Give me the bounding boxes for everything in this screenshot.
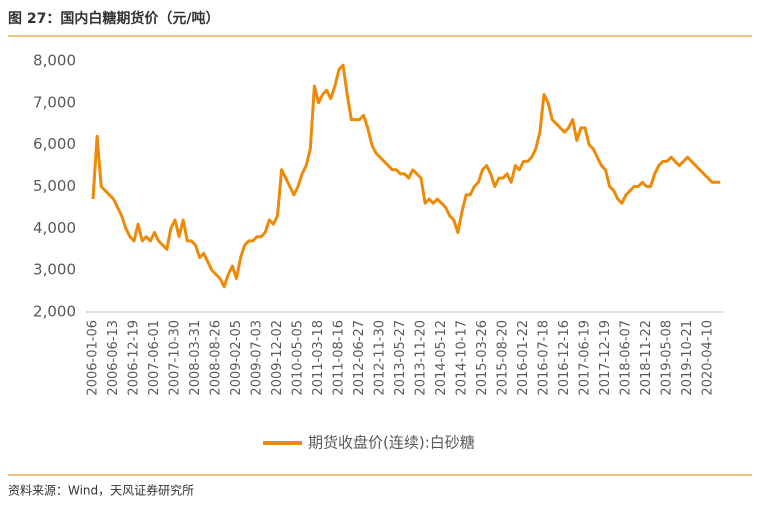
y-tick-label: 7,000	[33, 93, 76, 111]
x-tick-label: 2008-08-26	[209, 320, 224, 396]
x-tick-label: 2008-03-31	[188, 320, 203, 396]
source: 资料来源：Wind，天风证券研究所	[8, 483, 194, 498]
y-tick-label: 2,000	[33, 303, 76, 321]
y-tick-label: 3,000	[33, 261, 76, 279]
x-tick-label: 2015-03-26	[475, 320, 490, 396]
x-tick-label: 2012-06-27	[352, 320, 367, 396]
x-tick-label: 2019-05-08	[660, 320, 675, 396]
y-tick-label: 5,000	[33, 177, 76, 195]
x-tick-label: 2009-02-05	[229, 320, 244, 396]
x-tick-label: 2006-01-06	[86, 320, 101, 396]
x-tick-label: 2007-10-30	[168, 320, 183, 396]
x-tick-label: 2020-04-10	[701, 320, 716, 396]
x-tick-label: 2014-10-17	[455, 320, 470, 396]
x-tick-label: 2017-12-19	[598, 320, 613, 396]
x-tick-label: 2014-05-12	[434, 320, 449, 396]
legend-label: 期货收盘价(连续):白砂糖	[308, 434, 475, 452]
x-tick-label: 2013-05-27	[393, 320, 408, 396]
line-series	[91, 63, 721, 289]
x-tick-label: 2018-11-22	[639, 320, 654, 396]
x-tick-label: 2007-06-01	[147, 320, 162, 396]
x-tick-label: 2006-06-13	[106, 320, 121, 396]
x-tick-label: 2009-12-02	[270, 320, 285, 396]
x-tick-label: 2009-07-03	[250, 320, 265, 396]
x-tick-label: 2016-07-18	[537, 320, 552, 396]
x-tick-label: 2012-11-30	[373, 320, 388, 396]
x-tick-label: 2015-08-20	[496, 320, 511, 396]
x-tick-label: 2011-03-18	[311, 320, 326, 396]
x-tick-label: 2016-01-22	[516, 320, 531, 396]
x-tick-label: 2013-11-20	[414, 320, 429, 396]
x-tick-label: 2010-05-05	[291, 320, 306, 396]
x-tick-label: 2006-12-19	[127, 320, 142, 396]
x-tick-label: 2011-08-16	[332, 320, 347, 396]
x-tick-label: 2016-12-16	[557, 320, 572, 396]
x-tick-label: 2019-10-21	[680, 320, 695, 396]
x-tick-label: 2018-06-07	[619, 320, 634, 396]
x-tick-label: 2017-06-19	[578, 320, 593, 396]
y-tick-label: 6,000	[33, 135, 76, 153]
y-tick-label: 4,000	[33, 219, 76, 237]
y-tick-label: 8,000	[33, 52, 76, 70]
chart-title: 图 27：国内白糖期货价（元/吨）	[8, 10, 219, 27]
